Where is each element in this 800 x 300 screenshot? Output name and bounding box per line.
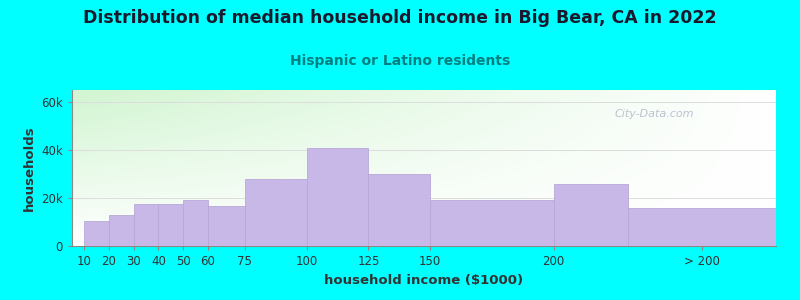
Bar — [430, 200, 554, 246]
Bar — [628, 208, 776, 246]
Bar — [134, 204, 158, 246]
Bar — [158, 204, 183, 246]
Text: City-Data.com: City-Data.com — [614, 109, 694, 119]
Bar — [554, 184, 628, 246]
Bar — [183, 200, 208, 246]
Bar — [84, 221, 109, 246]
X-axis label: household income ($1000): household income ($1000) — [325, 274, 523, 286]
Bar — [109, 215, 134, 246]
Bar — [369, 174, 430, 246]
Y-axis label: households: households — [22, 125, 36, 211]
Bar — [245, 179, 306, 246]
Text: Hispanic or Latino residents: Hispanic or Latino residents — [290, 54, 510, 68]
Bar — [306, 148, 369, 246]
Bar — [208, 206, 245, 246]
Text: Distribution of median household income in Big Bear, CA in 2022: Distribution of median household income … — [83, 9, 717, 27]
